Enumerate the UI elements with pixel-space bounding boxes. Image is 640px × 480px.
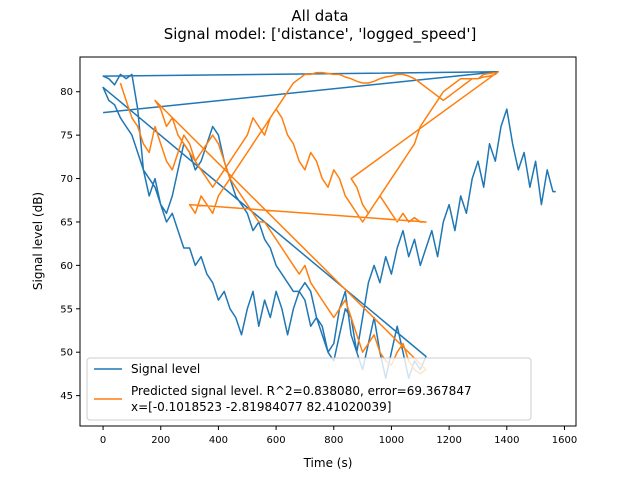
chart-title: All data [291, 7, 348, 25]
y-tick-label: 60 [60, 261, 73, 272]
y-tick-label: 55 [60, 304, 73, 315]
x-tick-label: 1200 [436, 435, 461, 446]
legend-label-line: Predicted signal level. R^2=0.838080, er… [131, 384, 472, 398]
series-layer [102, 71, 556, 379]
series-signal-level [102, 71, 556, 379]
x-tick-label: 600 [267, 435, 286, 446]
y-tick-label: 45 [60, 391, 73, 402]
legend-label-predicted: Predicted signal level. R^2=0.838080, er… [131, 384, 472, 414]
plot-area [79, 56, 577, 427]
legend-label-line: x=[-0.1018523 -2.81984077 82.41020039] [131, 400, 391, 414]
x-tick-label: 400 [209, 435, 228, 446]
x-axis-label: Time (s) [303, 456, 353, 470]
y-tick-label: 75 [60, 131, 73, 142]
x-tick-label: 0 [100, 435, 106, 446]
y-tick-label: 50 [60, 348, 73, 359]
legend: Signal level Predicted signal level. R^2… [86, 357, 532, 421]
chart-subtitle: Signal model: ['distance', 'logged_speed… [164, 25, 477, 44]
x-tick-label: 800 [324, 435, 343, 446]
legend-box [86, 357, 532, 421]
x-tick-label: 200 [151, 435, 170, 446]
legend-label-signal-level: Signal level [131, 362, 200, 376]
y-tick-label: 80 [60, 87, 73, 98]
y-axis-label: Signal level (dB) [31, 192, 45, 290]
x-axis: 0 200 400 600 800 1000 1200 1400 1600 [100, 426, 577, 446]
y-tick-label: 70 [60, 174, 73, 185]
x-tick-label: 1600 [552, 435, 577, 446]
series-predicted-signal-level [119, 71, 499, 375]
plot-frame [79, 56, 577, 427]
x-tick-label: 1000 [379, 435, 404, 446]
y-tick-label: 65 [60, 217, 73, 228]
y-axis: 45 50 55 60 65 70 75 80 [60, 87, 80, 402]
x-tick-label: 1400 [494, 435, 519, 446]
